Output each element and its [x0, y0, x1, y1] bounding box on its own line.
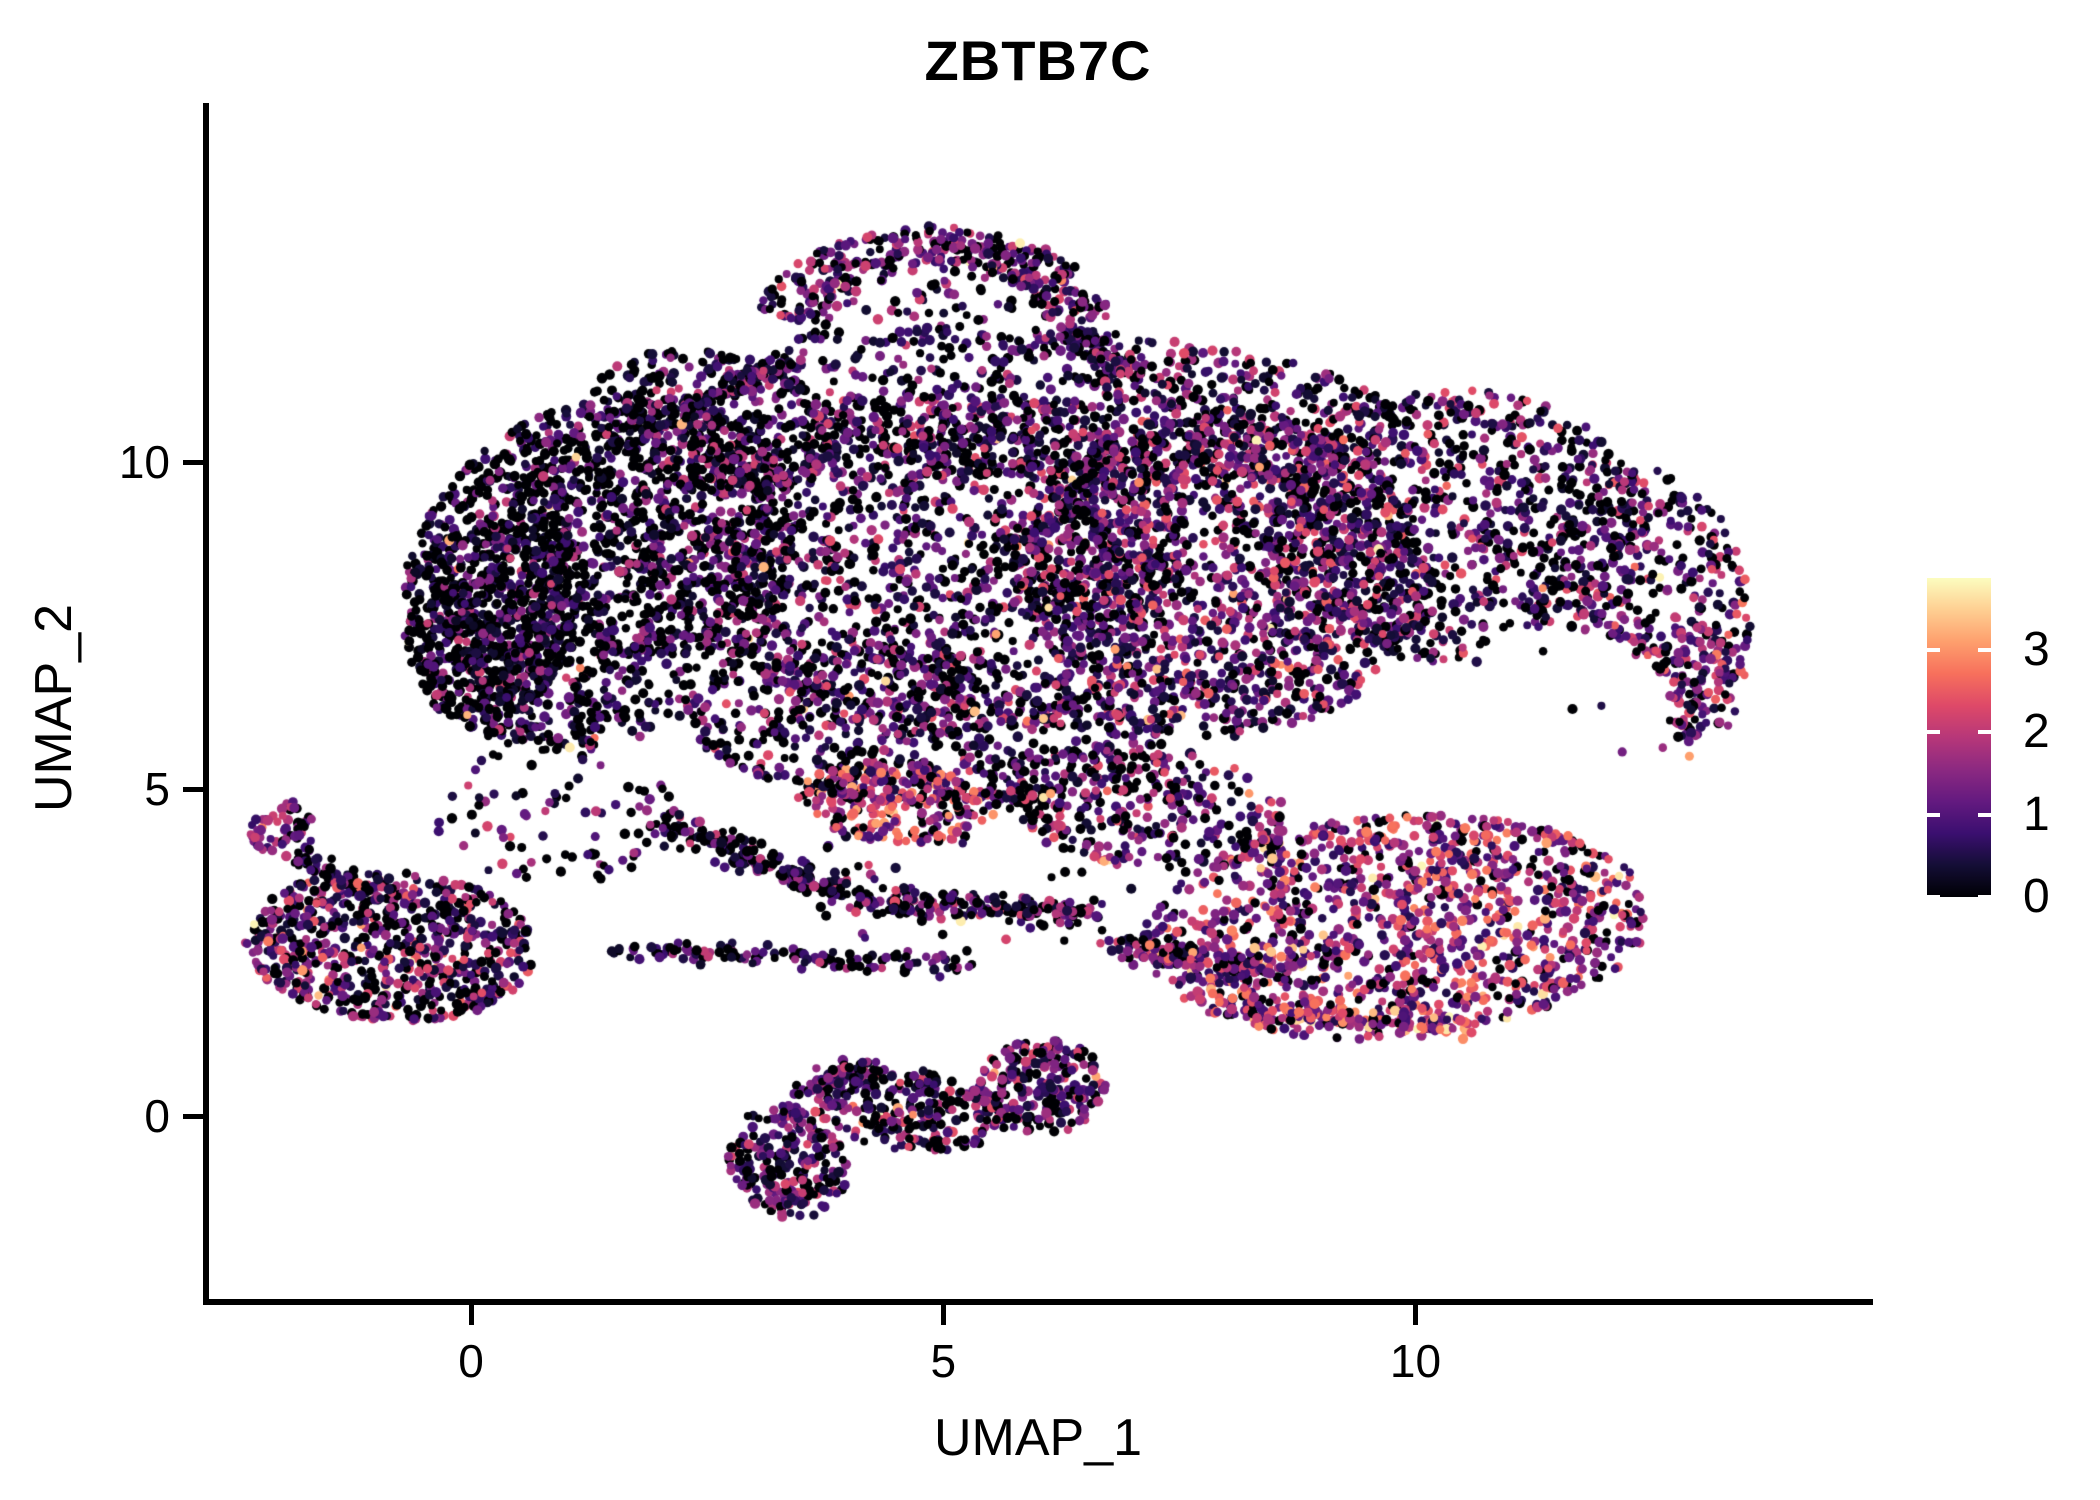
- colorbar-tick-mark: [1927, 895, 1940, 899]
- x-tick: [940, 1305, 946, 1325]
- x-tick: [1413, 1305, 1418, 1325]
- colorbar-tick-label: 0: [2023, 870, 2050, 923]
- colorbar-tick-label: 1: [2023, 787, 2050, 841]
- y-tick: [183, 459, 203, 465]
- x-tick-label: 10: [1389, 1335, 1442, 1387]
- colorbar-tick-mark: [1978, 895, 1991, 899]
- y-axis-line: [203, 103, 209, 1305]
- y-axis-title: UMAP_2: [25, 603, 83, 813]
- y-tick-label: 5: [144, 763, 170, 815]
- colorbar-tick-mark: [1927, 812, 1940, 817]
- colorbar-tick-mark: [1978, 648, 1991, 653]
- x-axis-line: [203, 1299, 1873, 1305]
- y-tick-label: 10: [118, 436, 170, 488]
- x-axis-title: UMAP_1: [933, 1409, 1143, 1467]
- y-tick-label: 0: [144, 1090, 170, 1142]
- colorbar-tick-mark: [1927, 648, 1940, 653]
- colorbar-tick-mark: [1978, 730, 1991, 735]
- x-tick-label: 0: [458, 1335, 484, 1387]
- colorbar-tick-mark: [1927, 730, 1940, 735]
- x-tick: [468, 1305, 474, 1325]
- colorbar-tick-mark: [1978, 812, 1991, 817]
- expression-colorbar: [1927, 578, 1991, 899]
- x-tick-label: 5: [930, 1335, 957, 1387]
- page-title: ZBTB7C: [924, 29, 1152, 92]
- y-tick: [183, 786, 203, 792]
- colorbar-tick-label: 2: [2023, 705, 2050, 759]
- colorbar-tick-label: 3: [2023, 623, 2050, 677]
- y-tick: [183, 1113, 203, 1119]
